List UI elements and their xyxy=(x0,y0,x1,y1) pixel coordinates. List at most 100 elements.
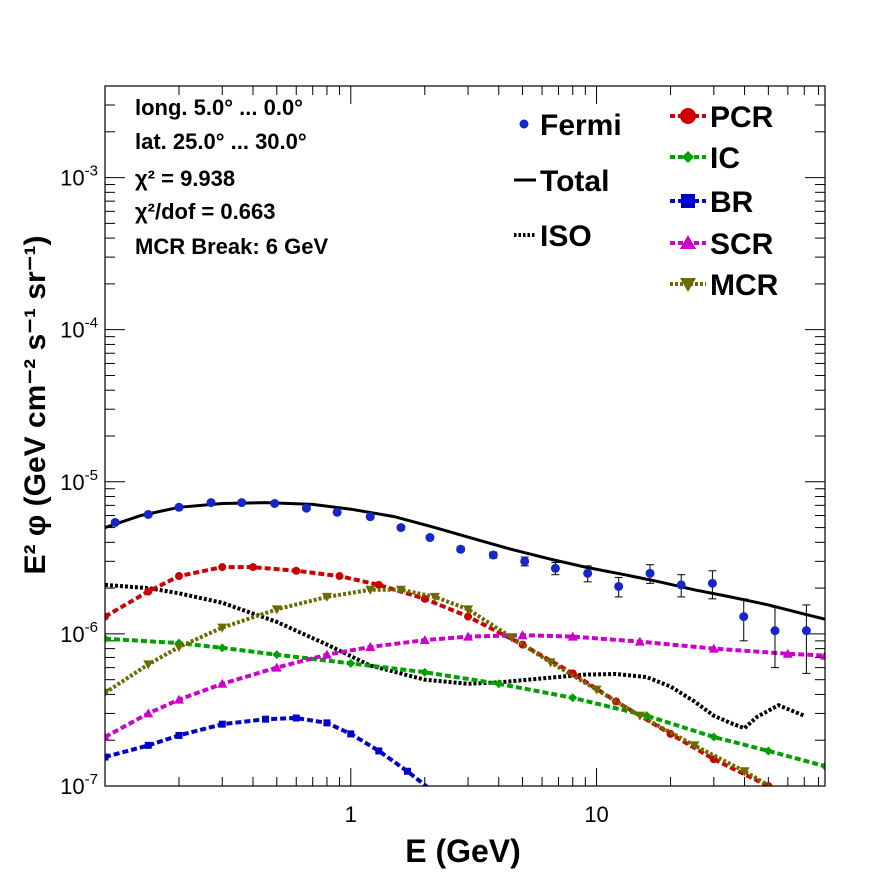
legend-fermi-label: Fermi xyxy=(540,109,622,142)
fermi-data-point xyxy=(645,568,655,578)
y-axis-label: E² φ (GeV cm⁻² s⁻¹ sr⁻¹) xyxy=(19,235,52,574)
pcr-marker xyxy=(464,612,473,621)
y-tick-label: 10-3 xyxy=(60,163,98,191)
ic-marker xyxy=(217,643,227,653)
fermi-data-point xyxy=(110,517,120,527)
y-tick-label: 10-4 xyxy=(60,315,98,343)
pcr-marker xyxy=(292,566,301,575)
legend-total-label: Total xyxy=(540,165,609,198)
br-marker xyxy=(144,741,152,749)
mcr-marker xyxy=(545,658,556,668)
legend-iso-label: ISO xyxy=(540,220,592,253)
x-tick-label: 1 xyxy=(345,802,357,827)
series-layer xyxy=(105,501,825,786)
legend-br-label: BR xyxy=(710,186,754,219)
y-axis-label-group: E² φ (GeV cm⁻² s⁻¹ sr⁻¹) xyxy=(19,235,52,574)
x-axis-label: E (GeV) xyxy=(405,833,521,869)
mcr-marker xyxy=(463,605,474,615)
mcr-marker xyxy=(321,592,332,602)
pcr-marker xyxy=(374,580,383,589)
scr-marker xyxy=(517,630,528,640)
ic-series-line xyxy=(105,636,825,769)
br-marker xyxy=(292,714,300,722)
y-tick-labels: 10-7 10-6 10-5 10-4 10-3 xyxy=(60,163,98,799)
scr-marker xyxy=(321,649,332,659)
legend-left: Fermi Total ISO xyxy=(514,109,622,253)
fermi-data-point xyxy=(425,533,435,543)
mcr-marker xyxy=(105,688,110,698)
latitude-range: lat. 25.0° ... 30.0° xyxy=(135,129,307,154)
legend-mcr-label: MCR xyxy=(710,269,779,302)
scr-marker xyxy=(419,635,430,645)
br-series-line xyxy=(105,715,430,786)
mcr-marker xyxy=(591,685,602,695)
mcr-marker xyxy=(739,767,750,777)
scr-legend-marker xyxy=(680,235,696,249)
legend-pcr-label: PCR xyxy=(710,101,774,134)
scr-marker xyxy=(567,631,578,641)
scr-marker xyxy=(105,731,110,741)
ic-marker xyxy=(820,761,825,771)
plot-frame xyxy=(104,85,826,787)
mcr-marker xyxy=(365,585,376,595)
mcr-marker xyxy=(689,741,700,751)
fermi-data-point xyxy=(237,498,247,508)
scr-marker xyxy=(271,662,282,672)
fermi-data-point xyxy=(301,503,311,513)
ic-marker xyxy=(568,693,578,703)
mcr-legend-marker xyxy=(680,278,696,292)
fermi-data-point xyxy=(520,556,530,566)
fermi-data-point xyxy=(739,612,749,622)
mcr-marker xyxy=(271,605,282,615)
fermi-data-point xyxy=(614,581,624,591)
legend-scr-label: SCR xyxy=(710,228,774,261)
fermi-data-point xyxy=(143,509,153,519)
fermi-data-point xyxy=(550,563,560,573)
fermi-legend-marker xyxy=(519,119,529,129)
mcr-marker xyxy=(173,643,184,653)
fermi-data-point xyxy=(488,550,498,560)
pcr-marker xyxy=(218,563,227,572)
ic-marker xyxy=(709,732,719,742)
pcr-marker xyxy=(420,594,429,603)
fermi-data-point xyxy=(174,502,184,512)
ic-marker xyxy=(105,634,110,644)
fermi-data-layer xyxy=(110,498,811,674)
br-marker xyxy=(175,731,183,739)
br-marker xyxy=(403,767,411,775)
pcr-marker xyxy=(144,587,153,596)
scr-marker xyxy=(173,694,184,704)
fermi-data-point xyxy=(396,523,406,533)
pcr-marker xyxy=(174,572,183,581)
br-marker xyxy=(323,719,331,727)
ic-marker xyxy=(494,679,504,689)
ic-marker xyxy=(420,667,430,677)
scr-marker xyxy=(782,648,793,658)
legend-ic-label: IC xyxy=(710,142,740,175)
fermi-data-point xyxy=(365,512,375,522)
scr-marker xyxy=(820,650,825,660)
pcr-legend-marker xyxy=(680,108,696,124)
y-tick-label: 10-6 xyxy=(60,619,98,647)
mcr-marker xyxy=(395,585,406,595)
fermi-data-point xyxy=(332,507,342,517)
scr-marker xyxy=(365,642,376,652)
mcr-marker xyxy=(217,623,228,633)
iso-series-line xyxy=(105,582,806,731)
fermi-data-point xyxy=(676,580,686,590)
ic-marker xyxy=(272,650,282,660)
mcr-series-line xyxy=(105,587,774,786)
x-tick-label: 10 xyxy=(584,802,608,827)
chi2-value: χ² = 9.938 xyxy=(135,166,235,191)
mcr-marker xyxy=(506,633,517,643)
scr-marker xyxy=(143,708,154,718)
br-marker xyxy=(105,753,109,761)
mcr-marker xyxy=(143,660,154,670)
total-series-line xyxy=(105,501,825,621)
scr-marker xyxy=(217,678,228,688)
pcr-marker xyxy=(335,572,344,581)
fermi-data-point xyxy=(456,544,466,554)
fermi-data-point xyxy=(707,578,717,588)
